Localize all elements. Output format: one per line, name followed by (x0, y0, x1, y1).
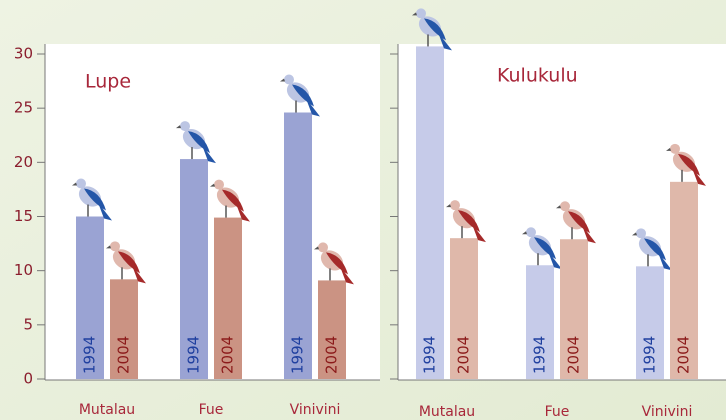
y-tick-label: 30 (14, 45, 33, 63)
panel-title: Kulukulu (497, 65, 578, 87)
bar-series-label: 1994 (81, 336, 99, 374)
x-tick-label: Vinivini (642, 404, 693, 420)
x-tick-label: Mutalau (419, 404, 475, 420)
panel-title: Lupe (85, 71, 131, 93)
bird-head (180, 121, 190, 131)
x-tick-label: Fue (545, 404, 570, 420)
x-tick-label: Mutalau (79, 402, 135, 418)
page: {"chart_data": [ {"type": "bar", "title"… (0, 0, 726, 420)
y-tick-label: 10 (14, 261, 33, 279)
bar-series-label: 1994 (531, 336, 549, 374)
y-tick-label: 20 (14, 153, 33, 171)
x-tick-label: Vinivini (290, 402, 341, 418)
bird-head (214, 180, 224, 190)
bird-head (450, 200, 460, 210)
bar-series-label: 2004 (219, 336, 237, 374)
bird-head (560, 201, 570, 211)
bird-head (76, 179, 86, 189)
bar-series-label: 2004 (455, 336, 473, 374)
bar-series-label: 2004 (115, 336, 133, 374)
bird-head (636, 228, 646, 238)
bar-series-label: 1994 (641, 336, 659, 374)
chart: 0 5 10 15 20 25 30 Lupe Mutalau 1994 2004 Fue 1994 20… (0, 0, 726, 420)
bird-head (670, 144, 680, 154)
bar-series-label: 1994 (185, 336, 203, 374)
bar (416, 46, 444, 379)
y-tick-label: 15 (14, 207, 33, 225)
y-tick-label: 25 (14, 99, 33, 117)
bird-head (526, 227, 536, 237)
bar-series-label: 2004 (675, 336, 693, 374)
bird-head (110, 241, 120, 251)
y-tick-label: 5 (23, 315, 33, 333)
bar-series-label: 2004 (323, 336, 341, 374)
bird-head (284, 75, 294, 85)
bar-series-label: 1994 (421, 336, 439, 374)
bar-series-label: 1994 (289, 336, 307, 374)
bar-series-label: 2004 (565, 336, 583, 374)
y-tick-label: 0 (23, 370, 33, 388)
x-tick-label: Fue (199, 402, 224, 418)
bird-head (318, 242, 328, 252)
bird-head (416, 8, 426, 18)
